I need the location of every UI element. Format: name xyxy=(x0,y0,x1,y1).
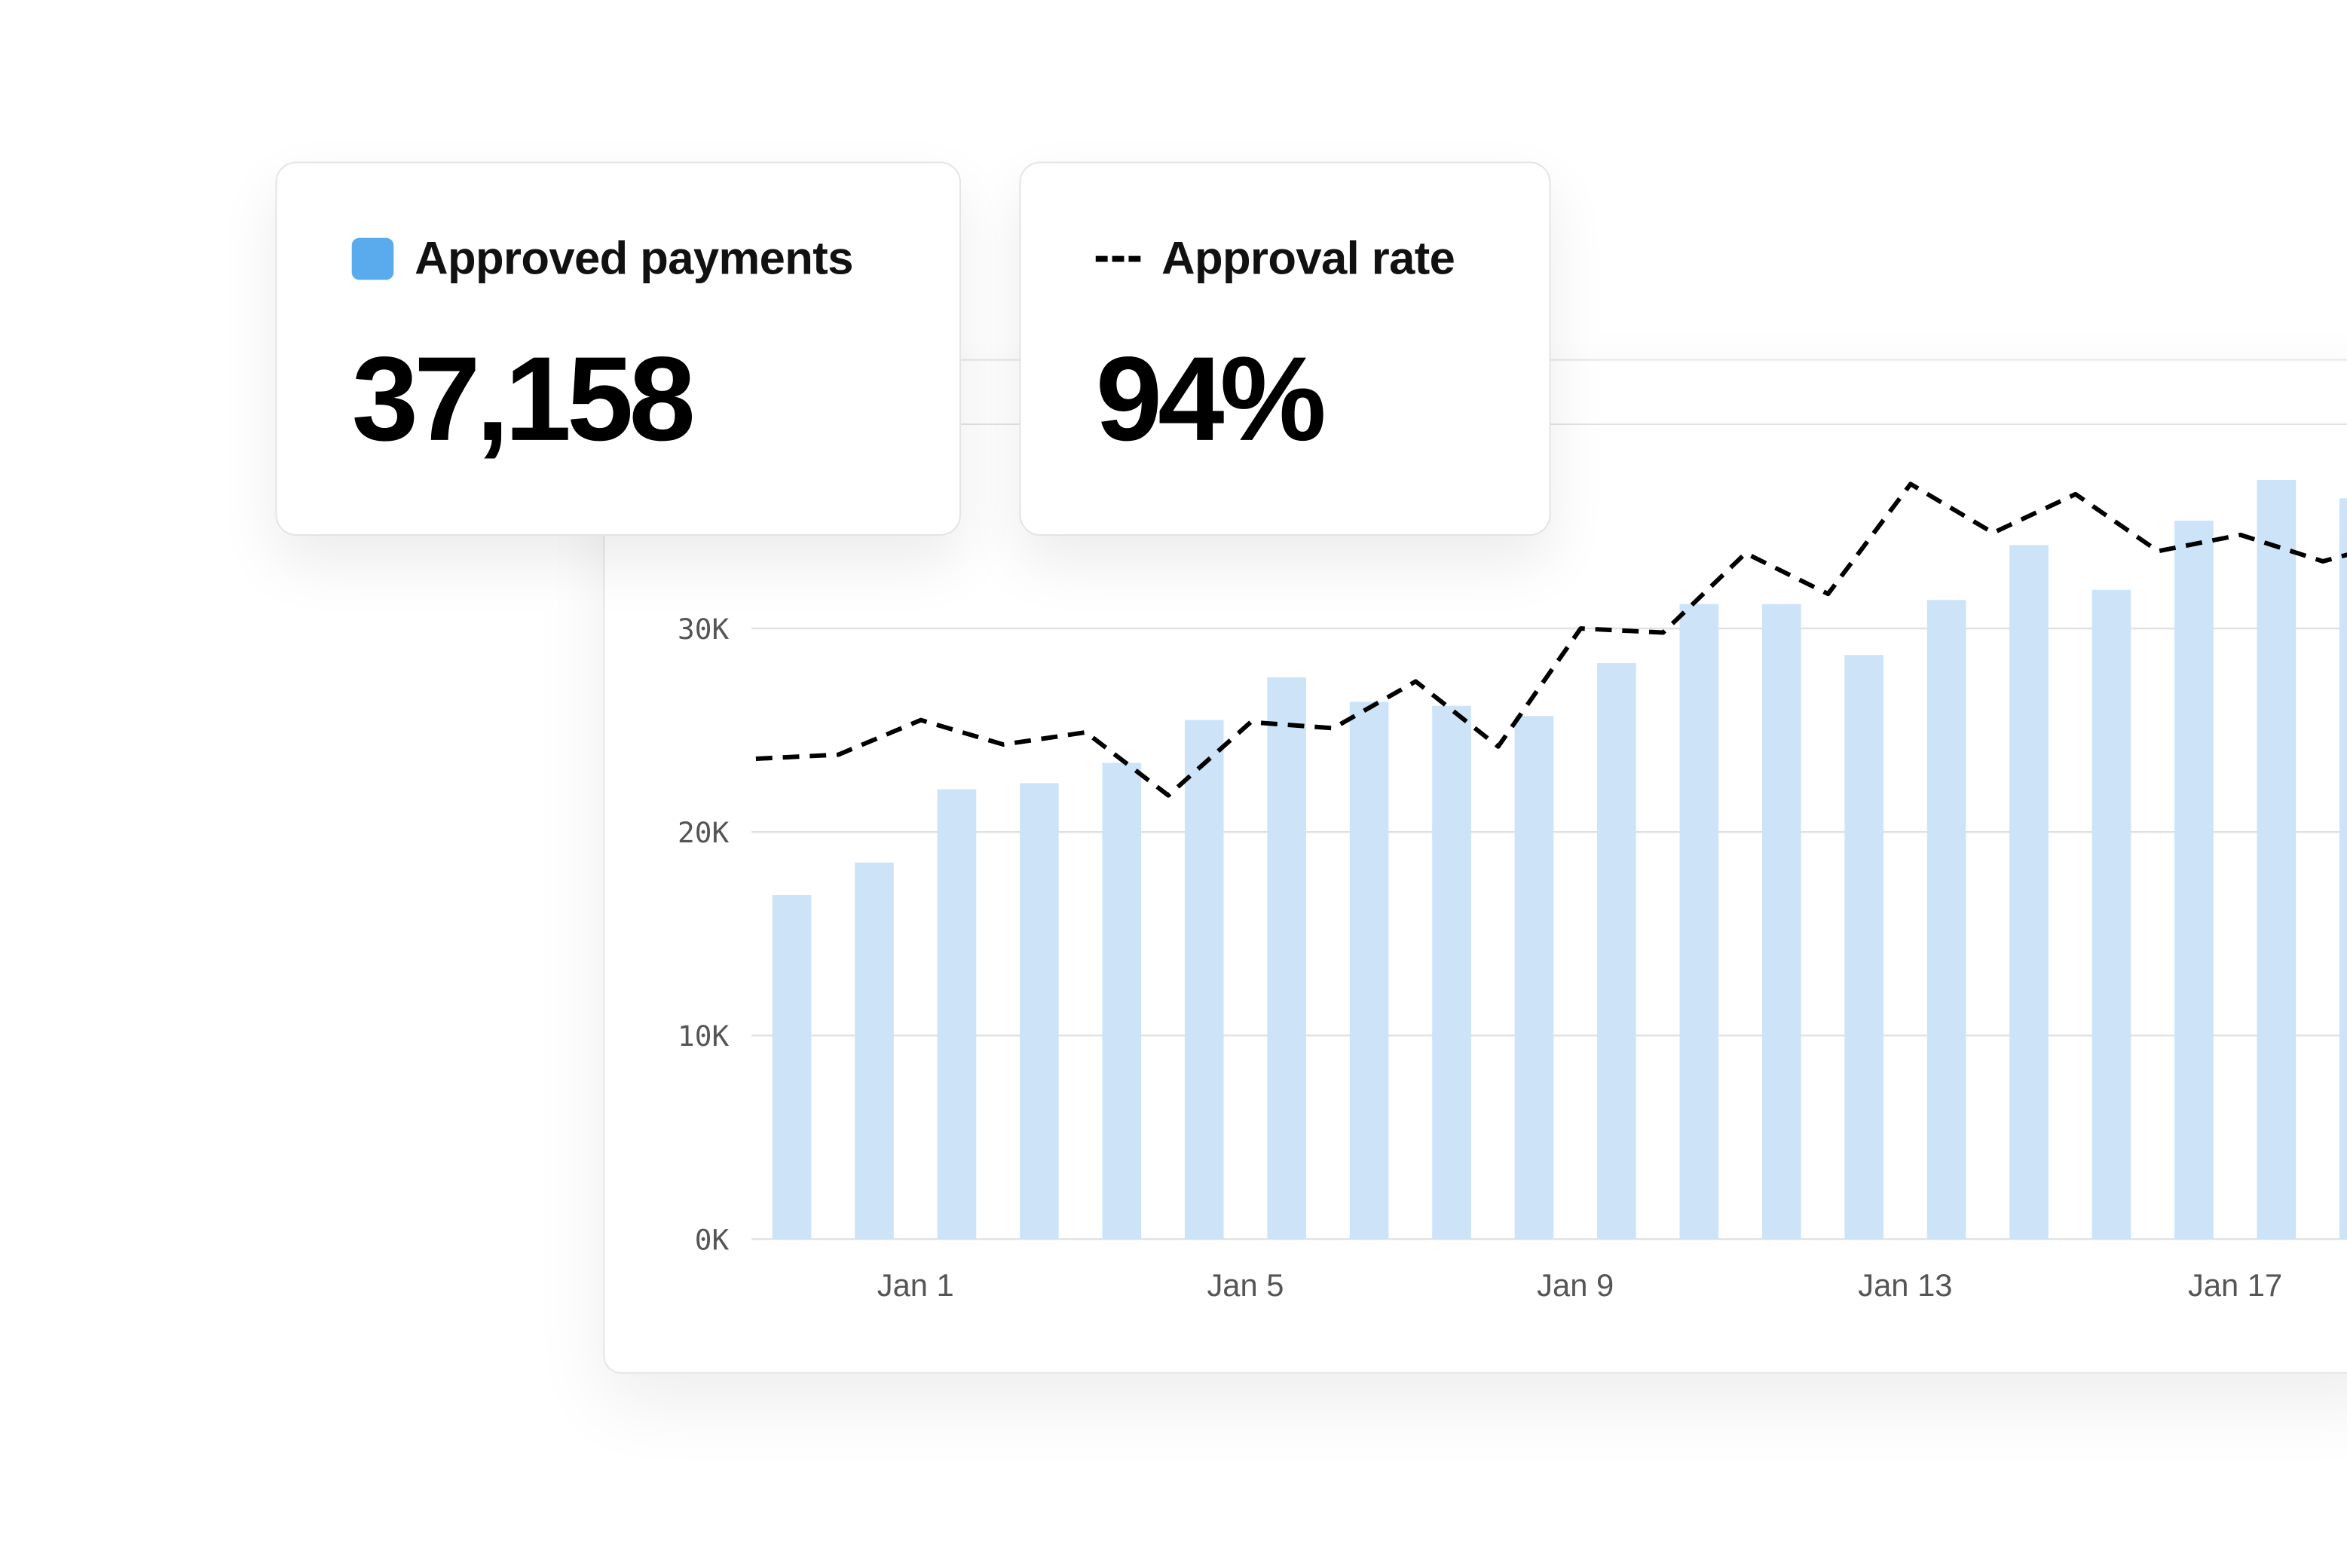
bar xyxy=(937,789,977,1239)
bar xyxy=(2174,520,2214,1239)
bar-legend-swatch-icon xyxy=(351,237,394,280)
kpi-approved-payments: Approved payments 37,158 xyxy=(275,161,962,536)
x-tick-label: Jan 13 xyxy=(1858,1267,1952,1303)
bar xyxy=(2091,589,2131,1239)
bar xyxy=(1926,600,1966,1239)
kpi-approval-rate: Approval rate 94% xyxy=(1019,161,1551,536)
bar xyxy=(1349,701,1389,1239)
bar xyxy=(1761,604,1801,1239)
bar xyxy=(1267,677,1306,1239)
bar xyxy=(1102,763,1142,1239)
kpi-value: 94% xyxy=(1095,332,1326,466)
kpi-label: Approved payments xyxy=(351,231,853,286)
bar xyxy=(2009,545,2049,1239)
approval-rate-line xyxy=(755,481,2347,798)
x-tick-label: Jan 5 xyxy=(1207,1267,1284,1303)
bar xyxy=(2257,479,2297,1239)
kpi-label: Approval rate xyxy=(1095,231,1455,286)
kpi-label-text: Approved payments xyxy=(415,231,853,285)
dashed-line-legend-icon xyxy=(1095,255,1141,262)
bar xyxy=(1514,716,1554,1239)
x-tick-label: Jan 1 xyxy=(877,1267,954,1303)
x-tick-label: Jan 9 xyxy=(1537,1267,1614,1303)
kpi-value: 37,158 xyxy=(351,332,696,466)
bar xyxy=(2339,498,2347,1239)
kpi-label-text: Approval rate xyxy=(1161,231,1455,285)
y-tick-label: 10K xyxy=(678,1019,729,1053)
y-tick-label: 20K xyxy=(678,816,729,849)
x-tick-label: Jan 17 xyxy=(2188,1267,2282,1303)
bar xyxy=(1432,705,1471,1239)
y-tick-label: 30K xyxy=(678,613,729,646)
bar xyxy=(772,894,812,1239)
bar xyxy=(855,862,894,1239)
bar xyxy=(1020,783,1059,1239)
bar xyxy=(1597,663,1636,1239)
bar xyxy=(1844,655,1883,1239)
bar xyxy=(1679,604,1719,1239)
bar xyxy=(1184,720,1224,1239)
y-tick-label: 0K xyxy=(695,1223,730,1256)
